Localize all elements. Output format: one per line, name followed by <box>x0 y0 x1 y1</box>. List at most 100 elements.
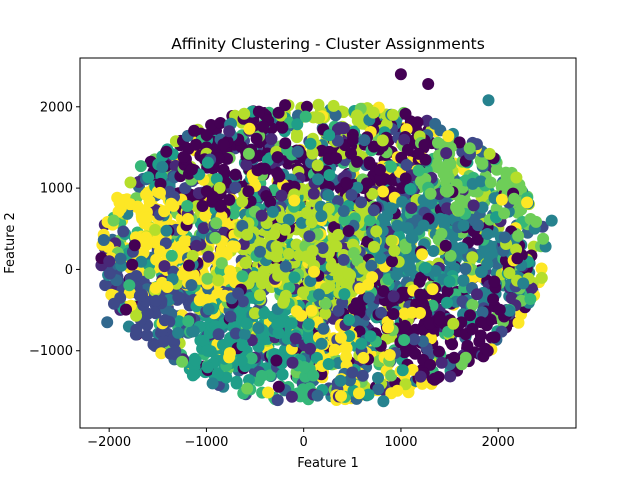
scatter-point <box>323 169 336 181</box>
scatter-point <box>331 195 344 208</box>
scatter-point <box>183 259 195 272</box>
scatter-point <box>264 196 277 208</box>
scatter-point <box>341 177 354 190</box>
scatter-point <box>487 293 500 306</box>
scatter-point <box>511 252 524 265</box>
scatter-point <box>442 130 455 143</box>
scatter-point <box>273 170 286 183</box>
scatter-point <box>331 134 344 147</box>
scatter-point <box>429 117 442 130</box>
scatter-point <box>224 310 237 323</box>
scatter-point <box>377 395 390 408</box>
scatter-point <box>488 275 501 288</box>
scatter-point <box>319 297 332 310</box>
scatter-point <box>481 228 494 240</box>
scatter-point <box>490 163 503 176</box>
scatter-point <box>474 175 487 188</box>
scatter-point <box>201 156 214 169</box>
scatter-point <box>535 262 548 275</box>
scatter-point <box>123 279 136 292</box>
scatter-point <box>386 255 398 268</box>
scatter-point <box>530 215 543 228</box>
scatter-point <box>367 140 380 153</box>
scatter-point <box>258 307 271 320</box>
scatter-point <box>257 266 270 279</box>
scatter-point <box>286 356 299 369</box>
scatter-point <box>160 224 173 237</box>
scatter-point <box>481 258 494 271</box>
scatter-point <box>167 199 180 212</box>
scatter-point <box>240 158 253 171</box>
scatter-point <box>441 202 453 215</box>
scatter-point <box>355 196 368 209</box>
scatter-point <box>213 181 226 194</box>
x-axis: −2000 −1000 0 1000 2000 <box>87 428 515 450</box>
scatter-point <box>143 267 156 280</box>
scatter-point <box>416 248 429 261</box>
scatter-point <box>190 138 202 151</box>
scatter-point <box>288 194 301 207</box>
scatter-point <box>214 200 227 213</box>
scatter-point <box>329 109 342 122</box>
scatter-point <box>363 291 375 304</box>
scatter-point <box>444 249 457 262</box>
scatter-point <box>206 377 219 390</box>
scatter-point <box>312 98 325 111</box>
scatter-point <box>300 100 313 113</box>
scatter-point <box>475 316 487 329</box>
scatter-point <box>351 155 364 168</box>
scatter-point <box>255 209 268 222</box>
scatter-point <box>474 329 487 342</box>
scatter-point <box>304 342 316 355</box>
scatter-point <box>362 388 375 401</box>
scatter-point <box>229 168 242 181</box>
scatter-point <box>467 199 480 212</box>
scatter-point <box>312 173 324 186</box>
scatter-point <box>313 112 326 124</box>
scatter-point <box>376 134 389 147</box>
scatter-point <box>390 268 403 281</box>
scatter-point <box>433 345 445 358</box>
scatter-point <box>224 265 237 278</box>
scatter-point <box>327 99 340 112</box>
scatter-point <box>306 245 319 257</box>
x-tick-label: 0 <box>300 435 308 450</box>
scatter-point <box>182 315 195 328</box>
scatter-point <box>335 390 347 402</box>
scatter-point <box>370 225 383 238</box>
scatter-point <box>434 314 447 326</box>
scatter-point <box>317 322 330 335</box>
scatter-point <box>404 183 417 195</box>
scatter-point <box>385 160 397 173</box>
scatter-point <box>424 358 437 371</box>
scatter-point <box>135 255 148 268</box>
scatter-point <box>300 207 313 219</box>
scatter-point <box>226 240 239 253</box>
y-tick-label: −1000 <box>29 344 73 359</box>
scatter-point <box>353 387 365 400</box>
scatter-point <box>160 145 173 158</box>
scatter-point <box>375 306 388 319</box>
scatter-point <box>248 270 261 283</box>
scatter-point <box>337 253 350 266</box>
scatter-point <box>466 251 479 264</box>
x-tick-label: −2000 <box>87 435 131 450</box>
scatter-point <box>165 249 178 262</box>
scatter-point <box>446 338 459 351</box>
scatter-point <box>412 147 425 160</box>
scatter-point <box>305 216 318 229</box>
scatter-point <box>382 321 394 334</box>
scatter-point <box>177 151 190 163</box>
scatter-point <box>272 380 285 393</box>
scatter-point <box>209 231 222 244</box>
scatter-point <box>271 394 284 407</box>
y-tick-label: 1000 <box>40 182 73 197</box>
scatter-point <box>295 216 308 229</box>
scatter-point <box>291 118 304 131</box>
scatter-point <box>337 122 350 135</box>
scatter-point <box>158 205 171 218</box>
scatter-point <box>418 139 431 151</box>
scatter-point <box>200 129 213 142</box>
scatter-point <box>330 240 343 253</box>
scatter-point <box>405 202 418 214</box>
